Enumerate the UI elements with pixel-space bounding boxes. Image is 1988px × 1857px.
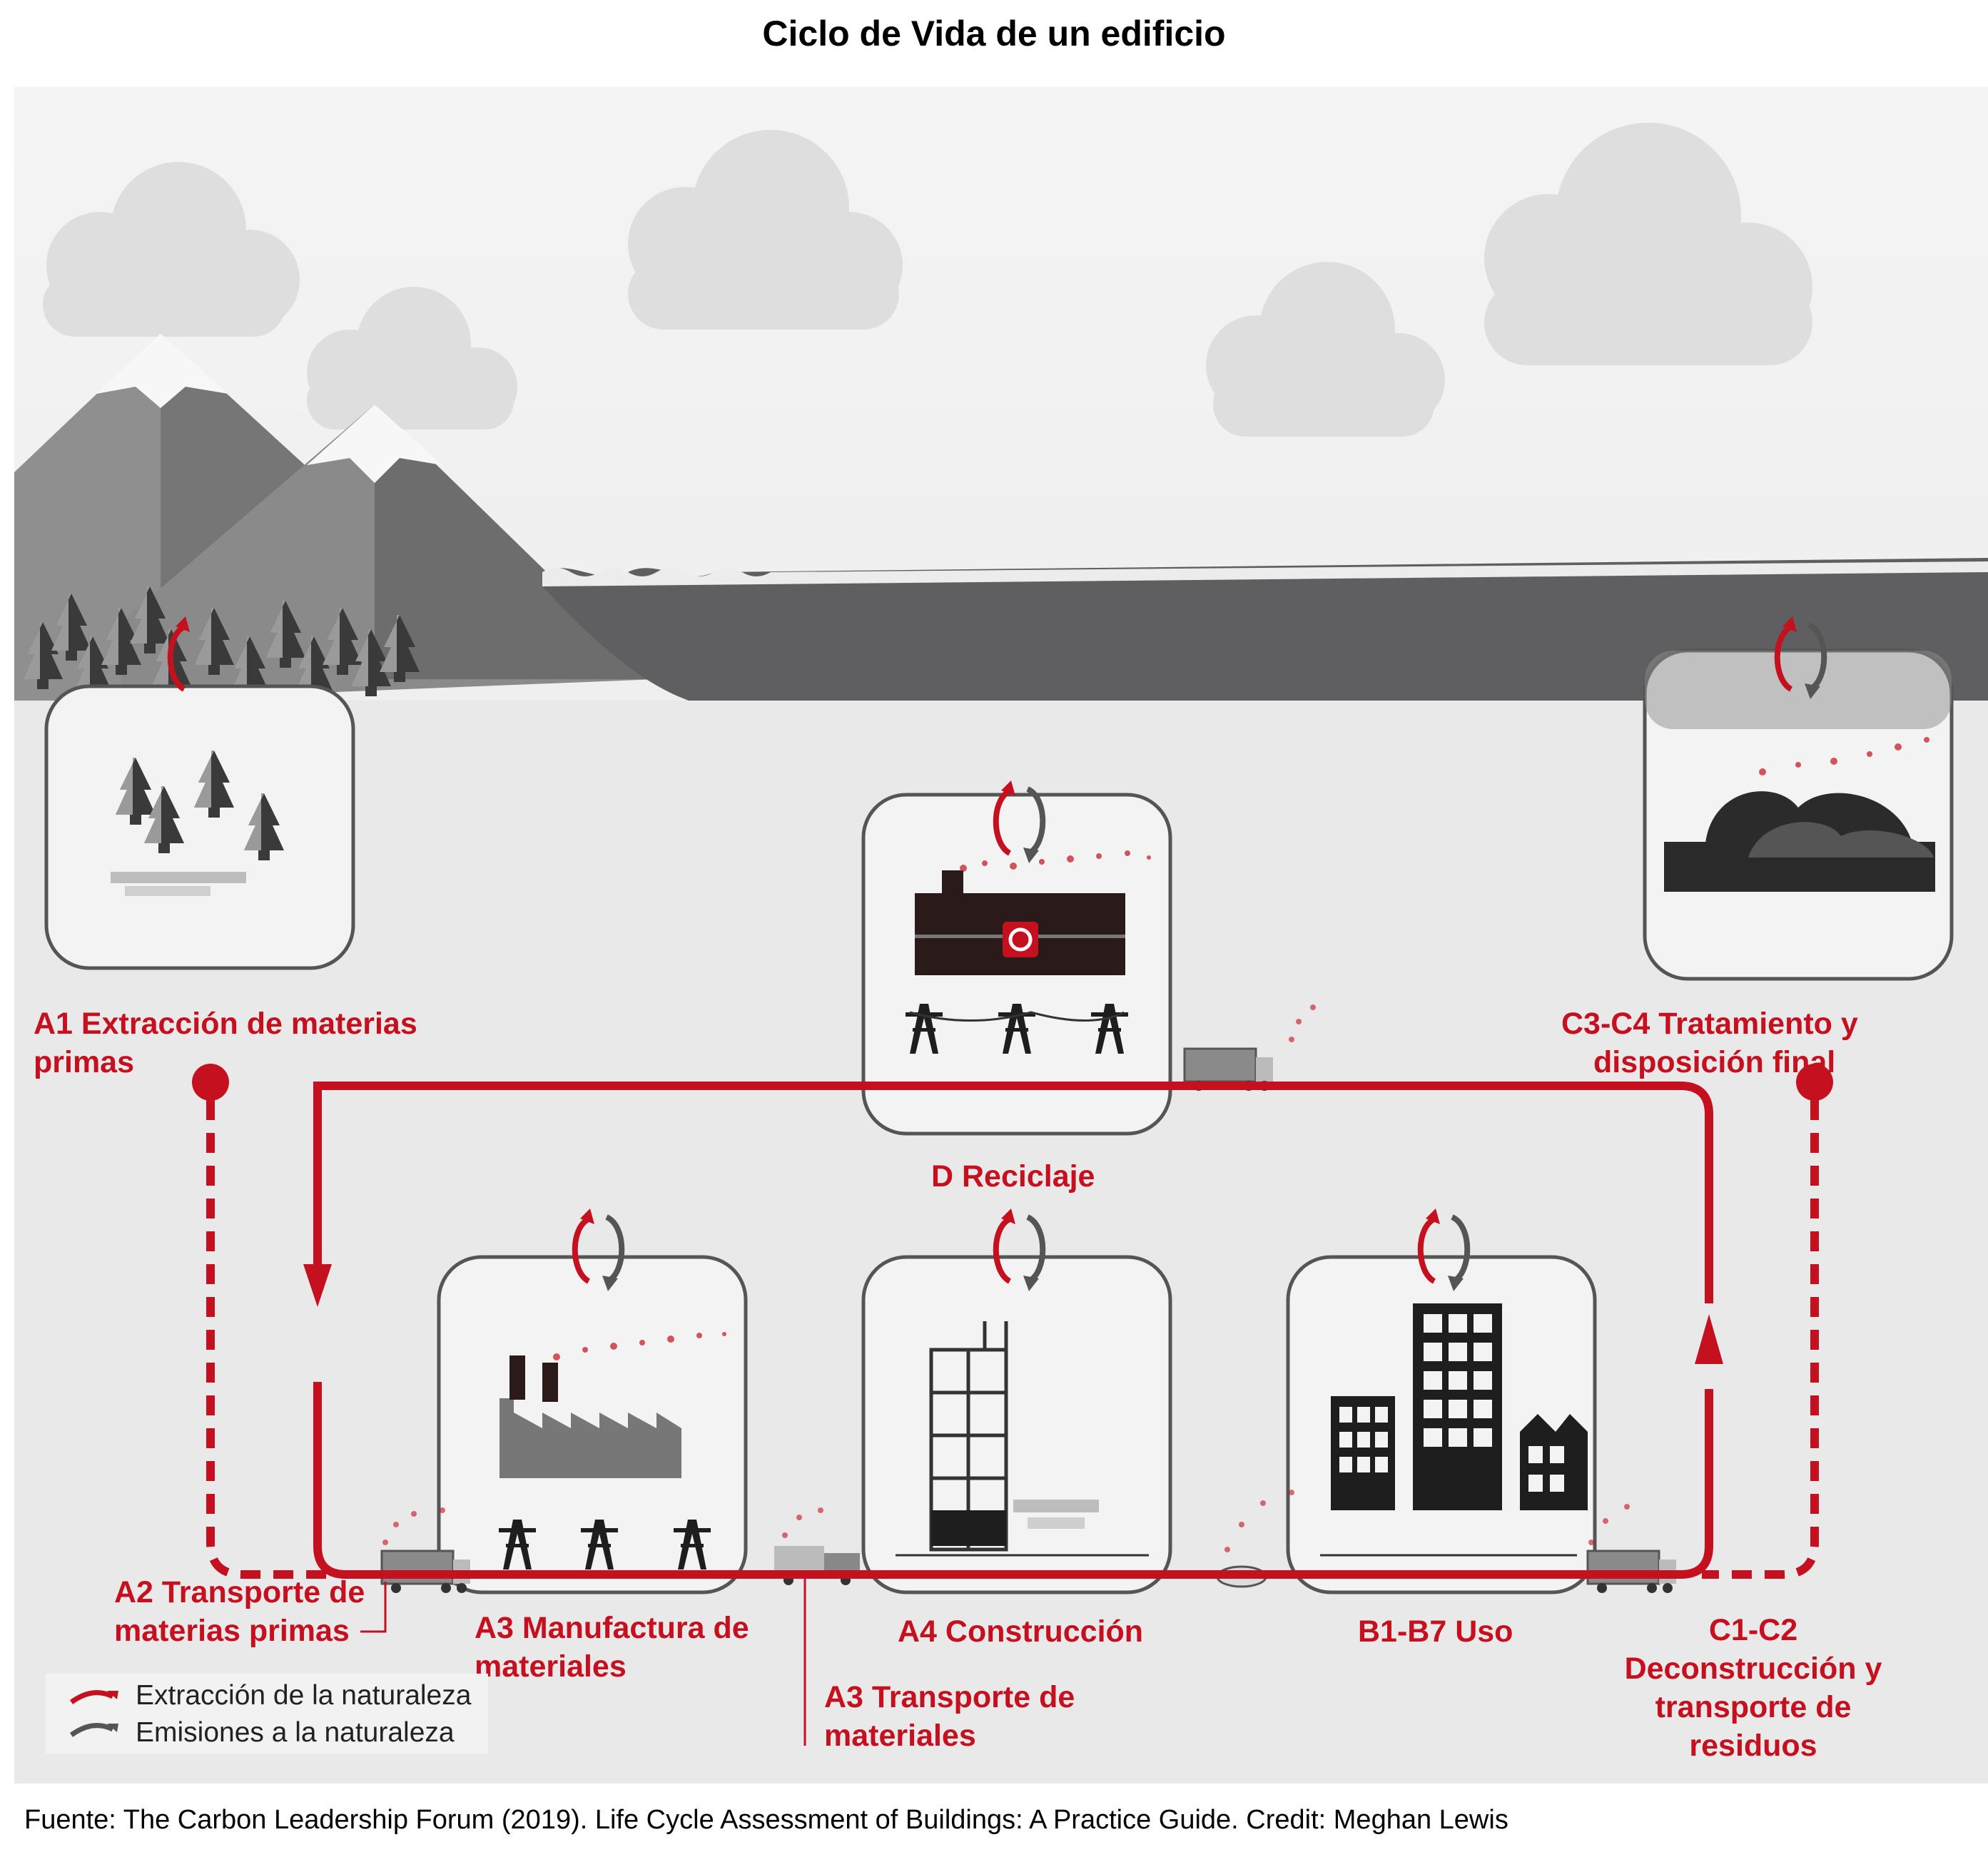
gray-arrow-icon: [69, 1723, 118, 1737]
stage-a3-transport-label: A3 Transporte de materiales: [824, 1680, 1075, 1753]
legend: Extracción de la naturaleza Emisiones a …: [46, 1674, 488, 1754]
stage-d-label: D Reciclaje: [931, 1159, 1095, 1194]
stage-c1c2-label: C1-C2 Deconstrucción y transporte de resid…: [1624, 1613, 1882, 1763]
diagram-title: Ciclo de Vida de un edificio: [762, 14, 1226, 54]
stage-a4-label: A4 Construcción: [898, 1614, 1144, 1649]
stage-a1-label: A1 Extracción de materias primas: [34, 1007, 417, 1079]
red-arrow-icon: [69, 1690, 118, 1704]
lifecycle-illustration: [14, 87, 1988, 1784]
stage-a3-manufacturing-label: A3 Manufactura de materiales: [475, 1611, 749, 1684]
stage-b-label: B1-B7 Uso: [1358, 1614, 1513, 1649]
stage-c3c4-label: C3-C4 Tratamiento y disposición final: [1561, 1007, 1858, 1079]
source-footer: Fuente: The Carbon Leadership Forum (201…: [24, 1805, 1508, 1835]
stage-a2-label: A2 Transporte de materias primas: [114, 1575, 365, 1648]
